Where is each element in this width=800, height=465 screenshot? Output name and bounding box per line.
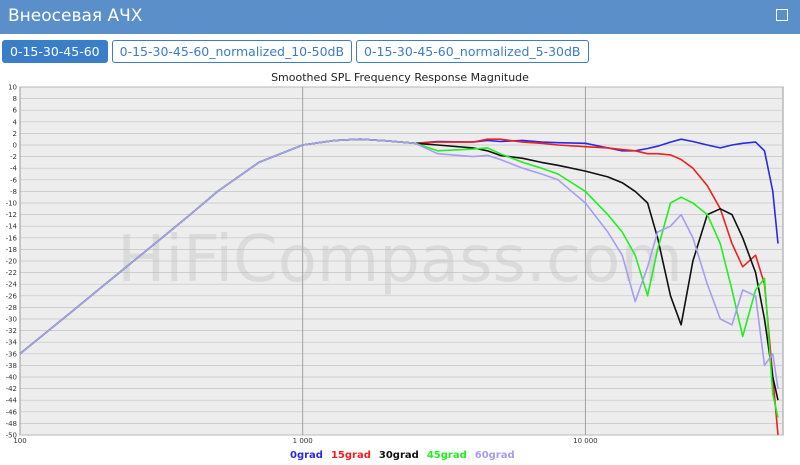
tab[interactable]: 0-15-30-45-60 xyxy=(2,40,108,63)
y-tick-label: -48 xyxy=(6,420,17,428)
chart-title: Smoothed SPL Frequency Response Magnitud… xyxy=(271,71,529,84)
y-tick-label: -8 xyxy=(10,188,17,196)
y-tick-label: -40 xyxy=(6,374,17,382)
y-tick-label: -30 xyxy=(6,316,17,324)
tab[interactable]: 0-15-30-45-60_normalized_10-50dB xyxy=(111,40,353,63)
legend-entry: 30grad xyxy=(379,450,419,461)
y-tick-label: -22 xyxy=(6,269,17,277)
x-tick-label: 100 xyxy=(13,437,26,445)
y-tick-label: -46 xyxy=(6,408,18,416)
y-tick-label: 6 xyxy=(13,107,18,115)
watermark: HiFiCompass.com xyxy=(117,223,683,297)
y-tick-label: -14 xyxy=(6,223,18,231)
y-tick-label: -4 xyxy=(10,165,18,173)
y-tick-label: -18 xyxy=(6,246,17,254)
y-tick-label: -44 xyxy=(6,397,18,405)
tab-bar: 0-15-30-45-60 0-15-30-45-60_normalized_10… xyxy=(2,40,589,63)
y-tick-label: -6 xyxy=(10,176,18,184)
y-tick-label: 2 xyxy=(13,130,17,138)
y-tick-label: -38 xyxy=(6,362,17,370)
y-tick-label: -32 xyxy=(6,327,17,335)
close-button[interactable] xyxy=(776,9,788,21)
y-tick-label: -28 xyxy=(6,304,17,312)
header-title: Внеосевая АЧХ xyxy=(8,6,143,26)
y-tick-label: -2 xyxy=(10,153,17,161)
y-tick-label: -16 xyxy=(6,234,18,242)
y-tick-label: -10 xyxy=(6,200,17,208)
y-tick-label: 8 xyxy=(13,95,17,103)
tab[interactable]: 0-15-30-45-60_normalized_5-30dB xyxy=(356,40,589,63)
y-tick-label: -50 xyxy=(6,432,17,440)
y-tick-label: -12 xyxy=(6,211,17,219)
y-tick-label: 10 xyxy=(8,84,17,92)
x-tick-label: 1 000 xyxy=(293,437,313,445)
y-tick-label: -42 xyxy=(6,385,17,393)
y-tick-label: 0 xyxy=(13,142,17,150)
legend-entry: 60grad xyxy=(475,450,515,461)
y-tick-label: -34 xyxy=(6,339,18,347)
y-tick-label: -20 xyxy=(6,258,17,266)
header: Внеосевая АЧХ xyxy=(0,0,800,34)
y-tick-label: -36 xyxy=(6,350,18,358)
legend-entry: 0grad xyxy=(290,450,323,461)
legend-entry: 45grad xyxy=(427,450,467,461)
x-tick-label: 10 000 xyxy=(573,437,598,445)
series-line xyxy=(19,138,779,389)
chart: Smoothed SPL Frequency Response Magnitud… xyxy=(6,71,784,461)
legend-entry: 15grad xyxy=(331,450,371,461)
y-tick-label: -24 xyxy=(6,281,18,289)
y-tick-label: -26 xyxy=(6,292,18,300)
y-tick-label: 4 xyxy=(13,118,18,126)
